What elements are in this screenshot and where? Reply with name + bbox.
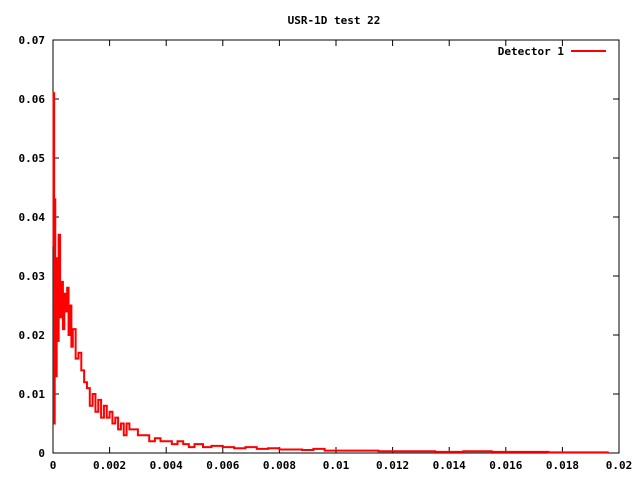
- x-tick-label: 0.01: [323, 459, 350, 472]
- x-tick-label: 0.02: [606, 459, 633, 472]
- y-axis: 0 0.01 0.02 0.03 0.04 0.05 0.06 0.07: [19, 34, 619, 460]
- legend-label: Detector 1: [498, 45, 565, 58]
- series-line-1: [52, 92, 609, 454]
- x-tick-label: 0.016: [489, 459, 522, 472]
- y-tick-label: 0.05: [19, 152, 46, 165]
- y-tick-label: 0.04: [19, 211, 46, 224]
- x-tick-label: 0.018: [546, 459, 579, 472]
- series-layer: [52, 92, 609, 454]
- y-tick-label: 0: [38, 447, 45, 460]
- plot-area: [52, 39, 620, 454]
- x-tick-label: 0.012: [376, 459, 409, 472]
- x-tick-label: 0.014: [433, 459, 466, 472]
- y-tick-label: 0.03: [19, 270, 46, 283]
- x-tick-label: 0: [50, 459, 57, 472]
- legend: Detector 1: [498, 45, 606, 58]
- chart-title: USR-1D test 22: [288, 14, 381, 27]
- x-tick-label: 0.006: [206, 459, 239, 472]
- x-tick-label: 0.004: [150, 459, 183, 472]
- y-tick-label: 0.01: [19, 388, 46, 401]
- y-tick-label: 0.02: [19, 329, 46, 342]
- x-axis: 0 0.002 0.004 0.006 0.008 0.01 0.012 0.014 0.016…: [50, 40, 633, 472]
- y-tick-label: 0.07: [19, 34, 46, 47]
- x-tick-label: 0.002: [93, 459, 126, 472]
- y-tick-label: 0.06: [19, 93, 46, 106]
- x-tick-label: 0.008: [263, 459, 296, 472]
